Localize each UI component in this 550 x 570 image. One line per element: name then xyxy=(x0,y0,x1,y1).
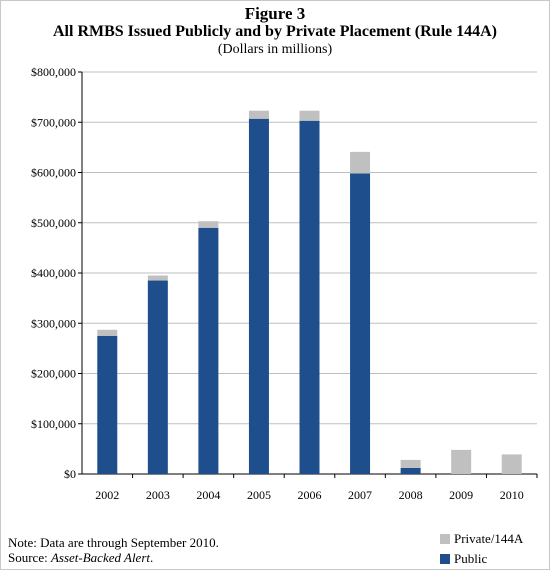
legend-private: Private/144A xyxy=(440,531,523,547)
x-tick-label: 2004 xyxy=(196,488,220,502)
legend-swatch-private xyxy=(440,534,450,544)
x-tick-label: 2005 xyxy=(247,488,271,502)
x-tick-label: 2008 xyxy=(399,488,423,502)
chart-title: All RMBS Issued Publicly and by Private … xyxy=(53,23,497,40)
y-tick-label: $0 xyxy=(64,467,76,481)
bar-public-2008 xyxy=(400,467,421,474)
y-tick-label: $700,000 xyxy=(31,115,76,129)
bar-private-144a-2006 xyxy=(299,110,320,121)
y-tick-label: $600,000 xyxy=(31,166,76,180)
bar-private-144a-2008 xyxy=(400,459,421,468)
bar-private-144a-2007 xyxy=(350,151,371,174)
source-name: Asset-Backed Alert xyxy=(50,550,150,565)
source-prefix: Source: xyxy=(8,550,51,565)
bar-private-144a-2009 xyxy=(451,449,472,474)
bar-private-144a-2003 xyxy=(147,275,168,281)
y-tick-label: $400,000 xyxy=(31,266,76,280)
y-tick-label: $300,000 xyxy=(31,316,76,330)
source-suffix: . xyxy=(150,550,154,565)
y-tick-label: $100,000 xyxy=(31,417,76,431)
figure-label: Figure 3 xyxy=(244,4,306,23)
x-tick-label: 2006 xyxy=(298,488,322,502)
bar-public-2002 xyxy=(97,335,118,474)
x-tick-label: 2007 xyxy=(348,488,372,502)
source-line: Source: Asset-Backed Alert. xyxy=(8,550,219,565)
bar-public-2003 xyxy=(147,280,168,474)
bar-public-2006 xyxy=(299,120,320,475)
note-block: Note: Data are through September 2010. S… xyxy=(8,535,219,565)
note-text: Note: Data are through September 2010. xyxy=(8,535,219,550)
bar-public-2005 xyxy=(248,118,269,475)
legend-label-private: Private/144A xyxy=(454,531,524,546)
chart-subtitle: (Dollars in millions) xyxy=(217,42,333,57)
bar-private-144a-2005 xyxy=(248,110,269,119)
y-tick-label: $500,000 xyxy=(31,216,76,230)
x-tick-label: 2002 xyxy=(95,488,119,502)
bar-private-144a-2002 xyxy=(97,329,118,336)
bar-private-144a-2010 xyxy=(501,454,522,474)
bar-public-2004 xyxy=(198,227,219,474)
bar-public-2007 xyxy=(350,173,371,474)
x-tick-label: 2010 xyxy=(500,488,524,502)
y-tick-label: $800,000 xyxy=(31,65,76,79)
legend-label-public: Public xyxy=(454,551,488,566)
x-tick-label: 2003 xyxy=(146,488,170,502)
legend-swatch-public xyxy=(440,554,450,564)
x-tick-label: 2009 xyxy=(449,488,473,502)
bar-private-144a-2004 xyxy=(198,221,219,228)
legend-public: Public xyxy=(440,551,487,567)
y-tick-label: $200,000 xyxy=(31,367,76,381)
